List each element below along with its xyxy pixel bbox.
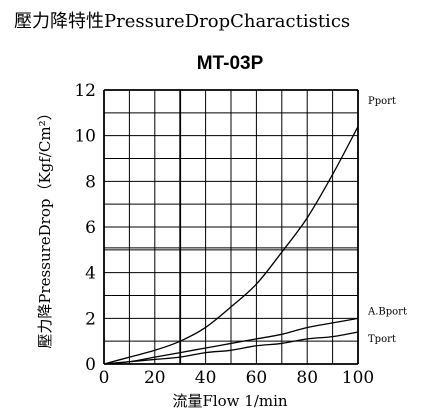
series-labels: Pport A.Bport Tport <box>367 96 407 345</box>
x-tick-label: 60 <box>246 368 268 388</box>
series-label: Tport <box>368 334 396 345</box>
series-line-tport <box>103 331 359 365</box>
grid <box>103 89 359 365</box>
chart-title: MT-03P <box>197 53 264 74</box>
y-tick-label: 12 <box>74 81 96 101</box>
series-line-a-bport <box>103 317 359 365</box>
x-tick-label: 40 <box>195 368 217 388</box>
y-tick-label: 2 <box>85 309 96 329</box>
x-tick-label: 20 <box>144 368 166 388</box>
y-tick-label: 6 <box>85 218 96 238</box>
series-label: A.Bport <box>367 306 407 317</box>
y-tick-label: 8 <box>85 172 96 192</box>
series-line-pport <box>103 126 359 365</box>
tick-labels: 0 2 4 6 8 10 12 0 20 40 60 80 100 <box>74 81 374 388</box>
x-tick-label: 0 <box>99 368 110 388</box>
page-header: 壓力降特性PressureDropCharactistics <box>14 11 350 32</box>
x-tick-label: 100 <box>342 368 374 388</box>
y-axis-label: 壓力降PressureDrop（Kgf/Cm²） <box>36 105 54 348</box>
y-tick-label: 4 <box>85 264 96 284</box>
series-lines <box>103 126 359 365</box>
series-label: Pport <box>368 96 396 107</box>
y-tick-label: 10 <box>74 127 96 147</box>
y-tick-label: 0 <box>85 355 96 375</box>
x-axis-label: 流量Flow 1/min <box>172 392 287 410</box>
x-tick-label: 80 <box>296 368 318 388</box>
